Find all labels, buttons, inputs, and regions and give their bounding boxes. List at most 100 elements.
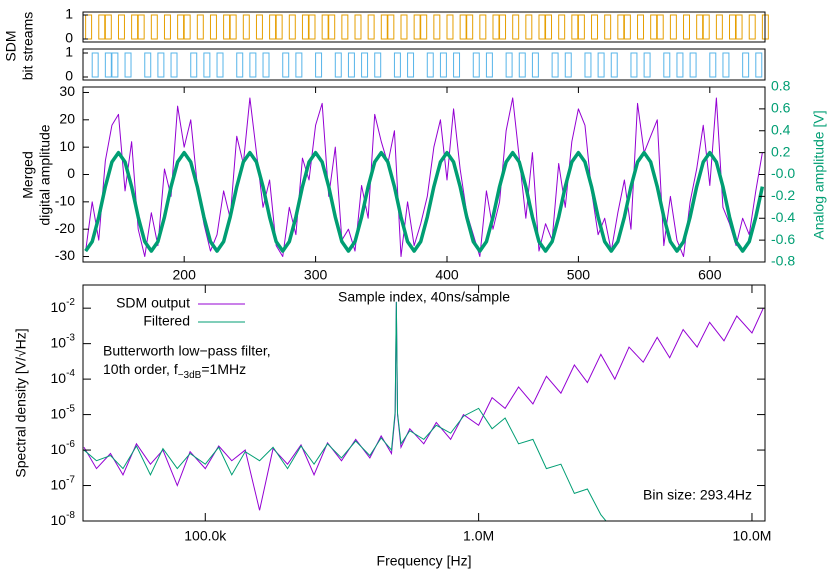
bit bbox=[689, 52, 697, 78]
y-tick-label: 0 bbox=[67, 165, 75, 181]
note: Bin size: 293.4Hz bbox=[643, 487, 752, 503]
bit bbox=[610, 52, 618, 78]
bit bbox=[446, 14, 454, 40]
bit bbox=[275, 14, 283, 40]
y-tick-label: -30 bbox=[55, 247, 75, 263]
bit bbox=[505, 52, 513, 78]
bit bbox=[190, 52, 198, 78]
bit bbox=[354, 14, 362, 40]
bit bbox=[301, 14, 309, 40]
bit bbox=[91, 52, 99, 78]
y-tick-label: 10-2 bbox=[51, 297, 76, 315]
analog-line bbox=[84, 150, 765, 253]
bit bbox=[400, 14, 408, 40]
y2-tick-label: -0.8 bbox=[771, 253, 795, 269]
bit bbox=[249, 52, 257, 78]
bit bbox=[407, 52, 415, 78]
bit bbox=[393, 52, 401, 78]
y2-tick-label: -0.2 bbox=[771, 187, 795, 203]
bit bbox=[196, 14, 204, 40]
panel-frame bbox=[82, 284, 766, 522]
bit bbox=[637, 14, 645, 40]
y2label: Analog amplitude [V] bbox=[811, 110, 827, 239]
bit bbox=[426, 52, 434, 78]
bit bbox=[656, 14, 664, 40]
annotation-part: =1MHz bbox=[201, 361, 246, 377]
xlabel: Frequency [Hz] bbox=[377, 553, 472, 569]
bit bbox=[545, 14, 553, 40]
bit bbox=[85, 14, 93, 40]
bit bbox=[669, 14, 677, 40]
bit bbox=[729, 14, 736, 40]
y2-tick-label: -0.6 bbox=[771, 231, 795, 247]
y-tick-label: 10-3 bbox=[51, 332, 76, 350]
y-tick-label: 10-7 bbox=[51, 474, 76, 492]
bit bbox=[433, 14, 441, 40]
legend-label: Filtered bbox=[143, 313, 190, 329]
bit bbox=[367, 14, 375, 40]
bit bbox=[551, 52, 559, 78]
bit bbox=[748, 14, 756, 40]
x-tick-label: 1.0M bbox=[463, 528, 494, 544]
bit bbox=[150, 14, 158, 40]
bit bbox=[558, 14, 566, 40]
bit bbox=[722, 52, 730, 78]
bit bbox=[676, 52, 684, 78]
x-tick-label: 600 bbox=[698, 267, 722, 283]
y-tick-label: 20 bbox=[59, 111, 75, 127]
bit bbox=[663, 52, 671, 78]
bit bbox=[269, 14, 277, 40]
bit bbox=[242, 14, 250, 40]
bit bbox=[571, 14, 579, 40]
bit bbox=[623, 14, 631, 40]
annotation-part: 10th order, f bbox=[103, 361, 178, 377]
y-tick-label: 10-5 bbox=[51, 403, 76, 421]
y-tick-label: 1 bbox=[65, 6, 73, 22]
ylabel: Merged bbox=[20, 151, 36, 198]
x-tick-label: 100.0k bbox=[184, 528, 227, 544]
annotation: Butterworth low−pass filter, bbox=[103, 343, 271, 359]
bit bbox=[380, 14, 388, 40]
y2-tick-label: -0.0 bbox=[771, 165, 795, 181]
x-tick-label: 200 bbox=[173, 267, 197, 283]
bit bbox=[334, 52, 342, 78]
bit bbox=[683, 14, 690, 40]
y2-tick-label: 0.4 bbox=[771, 121, 791, 137]
y-tick-label: 0 bbox=[65, 30, 73, 46]
panel-frame bbox=[82, 11, 766, 43]
bit bbox=[531, 52, 539, 78]
bit bbox=[709, 52, 717, 78]
bit bbox=[696, 14, 704, 40]
y-tick-label: 10-4 bbox=[51, 368, 76, 386]
bit bbox=[564, 52, 572, 78]
bit bbox=[347, 52, 355, 78]
bit bbox=[584, 52, 592, 78]
y-tick-label: 30 bbox=[59, 83, 75, 99]
spectrum-line bbox=[83, 301, 607, 521]
bit bbox=[538, 14, 546, 40]
bit bbox=[111, 52, 119, 78]
y-tick-label: 0 bbox=[65, 68, 73, 84]
bit bbox=[157, 52, 165, 78]
bit bbox=[361, 52, 369, 78]
bit bbox=[137, 14, 145, 40]
bit bbox=[288, 14, 296, 40]
bit bbox=[518, 52, 526, 78]
bit bbox=[492, 14, 500, 40]
bits-ylabel: SDM bbox=[3, 30, 19, 61]
xlabel: Sample index, 40ns/sample bbox=[338, 289, 510, 305]
bit bbox=[597, 52, 605, 78]
bit bbox=[577, 14, 585, 40]
bit bbox=[387, 14, 395, 40]
bit bbox=[374, 52, 382, 78]
y-tick-label: -20 bbox=[55, 220, 75, 236]
spectrum-line bbox=[83, 301, 764, 511]
bit bbox=[472, 52, 480, 78]
bit bbox=[144, 52, 152, 78]
bit bbox=[413, 14, 421, 40]
y-tick-label: 10 bbox=[59, 138, 75, 154]
y-tick-label: -10 bbox=[55, 193, 75, 209]
bit bbox=[650, 14, 658, 40]
